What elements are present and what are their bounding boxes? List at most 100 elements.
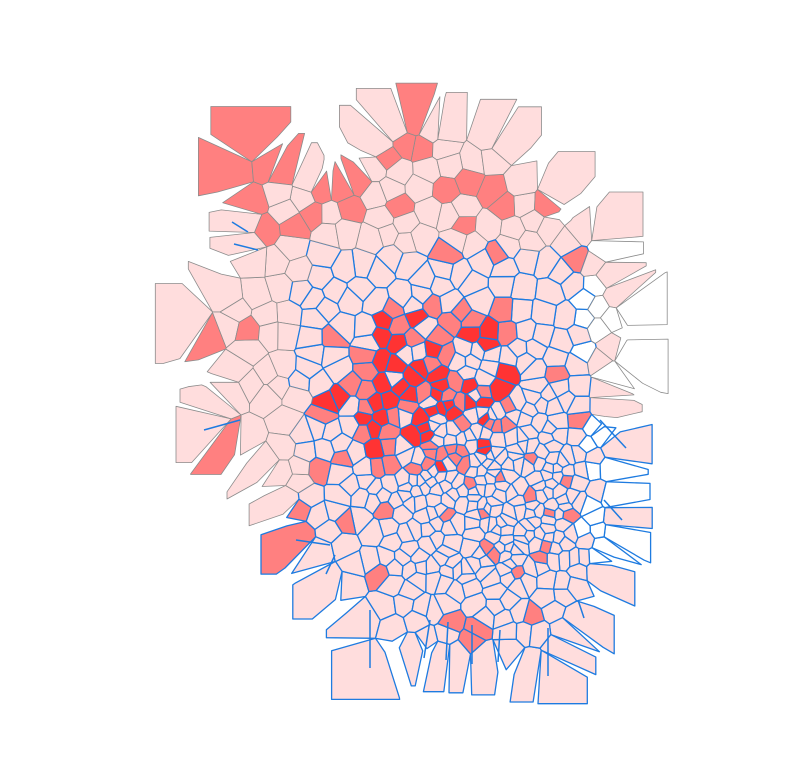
voronoi-cell	[568, 546, 580, 568]
voronoi-cell	[585, 562, 636, 607]
voronoi-cell	[614, 338, 669, 395]
voronoi-cell	[602, 506, 653, 530]
voronoi-cell	[410, 445, 427, 466]
voronoi-cell	[599, 456, 649, 483]
voronoi-cell	[378, 176, 406, 203]
voronoi-cell	[184, 312, 227, 363]
voronoi-cell	[294, 325, 323, 350]
voronoi-cell	[346, 275, 377, 303]
voronoi-cell	[559, 442, 577, 466]
voronoi-cell	[511, 475, 530, 497]
voronoi-cell	[429, 386, 444, 403]
voronoi-cell	[474, 564, 497, 583]
voronoi-cell	[590, 360, 635, 390]
voronoi-cell	[566, 575, 595, 602]
voronoi-cell	[579, 494, 604, 518]
voronoi-cell	[407, 259, 436, 290]
voronoi-cell	[385, 333, 408, 355]
voronoi-cell	[330, 637, 401, 701]
voronoi-cell	[554, 492, 570, 506]
voronoi-cell	[371, 309, 394, 331]
voronoi-cell	[261, 181, 293, 208]
voronoi-cell	[238, 367, 265, 405]
voronoi-cell	[484, 239, 510, 266]
voronoi-cell	[420, 455, 437, 472]
boundary-ray	[203, 419, 241, 431]
boundary-ray	[497, 629, 501, 663]
voronoi-cell	[424, 476, 439, 489]
voronoi-cell	[426, 236, 465, 265]
voronoi-cell	[537, 151, 596, 205]
voronoi-cell	[516, 426, 530, 443]
voronoi-cell	[278, 212, 312, 240]
voronoi-cell	[477, 508, 491, 520]
voronoi-cell	[175, 405, 232, 464]
voronoi-cell	[512, 534, 530, 546]
voronoi-cell	[371, 371, 393, 395]
voronoi-cell	[603, 523, 652, 564]
voronoi-cell	[334, 218, 362, 251]
voronoi-cell	[517, 517, 537, 532]
voronoi-cell	[587, 317, 612, 344]
voronoi-cell	[440, 519, 459, 536]
voronoi-cell	[595, 261, 647, 289]
voronoi-cell	[445, 487, 461, 503]
voronoi-cell	[363, 437, 385, 460]
voronoi-cell	[501, 557, 518, 570]
voronoi-cell	[446, 369, 465, 394]
voronoi-cell	[567, 374, 592, 397]
voronoi-cell	[450, 296, 473, 323]
voronoi-cell	[475, 406, 490, 421]
voronoi-cell	[534, 276, 567, 307]
voronoi-cell	[257, 321, 279, 354]
voronoi-cell	[385, 406, 401, 429]
voronoi-cell	[515, 317, 537, 343]
voronoi-cell	[523, 451, 539, 466]
voronoi-cell	[537, 649, 588, 705]
voronoi-cell	[281, 385, 314, 414]
voronoi-cell	[424, 339, 444, 359]
voronoi-cell	[408, 473, 418, 487]
boundary-ray	[295, 539, 331, 546]
voronoi-cell	[310, 170, 332, 205]
voronoi-cell	[392, 210, 421, 234]
voronoi-cell	[464, 439, 479, 455]
voronoi-cell	[353, 411, 373, 426]
voronoi-cell	[404, 308, 430, 329]
voronoi-cell	[385, 558, 404, 577]
voronoi-cell	[435, 543, 461, 559]
voronoi-cell	[485, 546, 501, 566]
voronoi-cell	[481, 581, 509, 601]
voronoi-cell	[615, 271, 668, 326]
voronoi-cell	[591, 191, 644, 242]
voronoi-cell	[460, 556, 476, 575]
voronoi-cell	[536, 430, 555, 446]
voronoi-cell	[499, 394, 517, 414]
boundary-ray	[233, 243, 259, 251]
boundary-ray	[423, 619, 431, 659]
voronoi-cell	[154, 283, 214, 364]
voronoi-cell	[490, 418, 503, 434]
voronoi-cell	[429, 275, 456, 298]
voronoi-cell	[569, 473, 591, 493]
voronoi-cell	[398, 539, 420, 558]
cell-layer	[154, 82, 669, 705]
voronoi-cell	[340, 154, 373, 198]
voronoi-cell	[448, 639, 472, 694]
voronoi-cell	[209, 232, 268, 256]
voronoi-cell	[248, 485, 300, 527]
voronoi-cell	[179, 384, 242, 420]
voronoi-cell	[422, 404, 440, 418]
boundary-ray	[603, 499, 623, 521]
voronoi-cell	[422, 355, 443, 375]
voronoi-cell	[355, 88, 408, 143]
voronoi-cell	[548, 326, 575, 354]
boundary-ray	[445, 621, 449, 661]
voronoi-cell	[425, 364, 451, 384]
voronoi-cell	[434, 444, 449, 462]
voronoi-cell	[503, 160, 538, 197]
voronoi-cell	[520, 387, 542, 406]
voronoi-cell	[210, 106, 292, 163]
voronoi-cell	[539, 539, 553, 555]
